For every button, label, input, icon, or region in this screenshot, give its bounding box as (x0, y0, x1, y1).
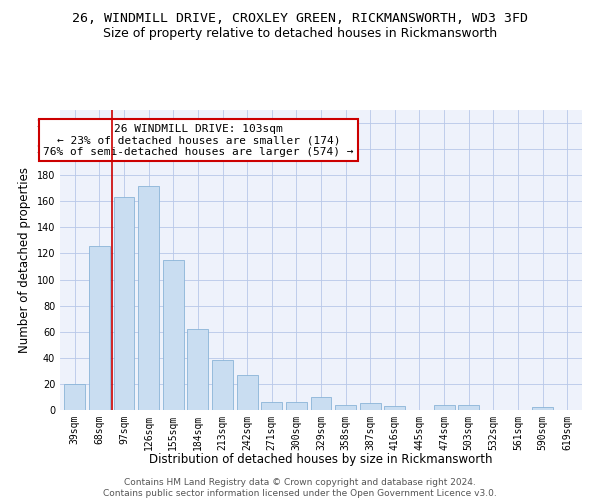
Text: Size of property relative to detached houses in Rickmansworth: Size of property relative to detached ho… (103, 28, 497, 40)
Bar (113, 198, 134, 410)
Bar (236, 375, 257, 410)
Bar (360, 404, 381, 410)
Bar (261, 402, 282, 410)
Bar (187, 329, 208, 410)
Bar (89, 246, 110, 410)
Bar (163, 260, 184, 410)
Bar (286, 402, 307, 410)
Bar (311, 397, 331, 410)
Bar (434, 405, 455, 410)
Bar (212, 360, 233, 410)
Bar (138, 186, 159, 410)
Bar (64, 384, 85, 410)
Bar (532, 408, 553, 410)
Bar (335, 405, 356, 410)
Text: 26, WINDMILL DRIVE, CROXLEY GREEN, RICKMANSWORTH, WD3 3FD: 26, WINDMILL DRIVE, CROXLEY GREEN, RICKM… (72, 12, 528, 26)
Text: 26 WINDMILL DRIVE: 103sqm
← 23% of detached houses are smaller (174)
76% of semi: 26 WINDMILL DRIVE: 103sqm ← 23% of detac… (43, 124, 353, 156)
Y-axis label: Number of detached properties: Number of detached properties (18, 167, 31, 353)
Text: Contains HM Land Registry data © Crown copyright and database right 2024.
Contai: Contains HM Land Registry data © Crown c… (103, 478, 497, 498)
Text: Distribution of detached houses by size in Rickmansworth: Distribution of detached houses by size … (149, 452, 493, 466)
Bar (458, 405, 479, 410)
Bar (385, 406, 406, 410)
